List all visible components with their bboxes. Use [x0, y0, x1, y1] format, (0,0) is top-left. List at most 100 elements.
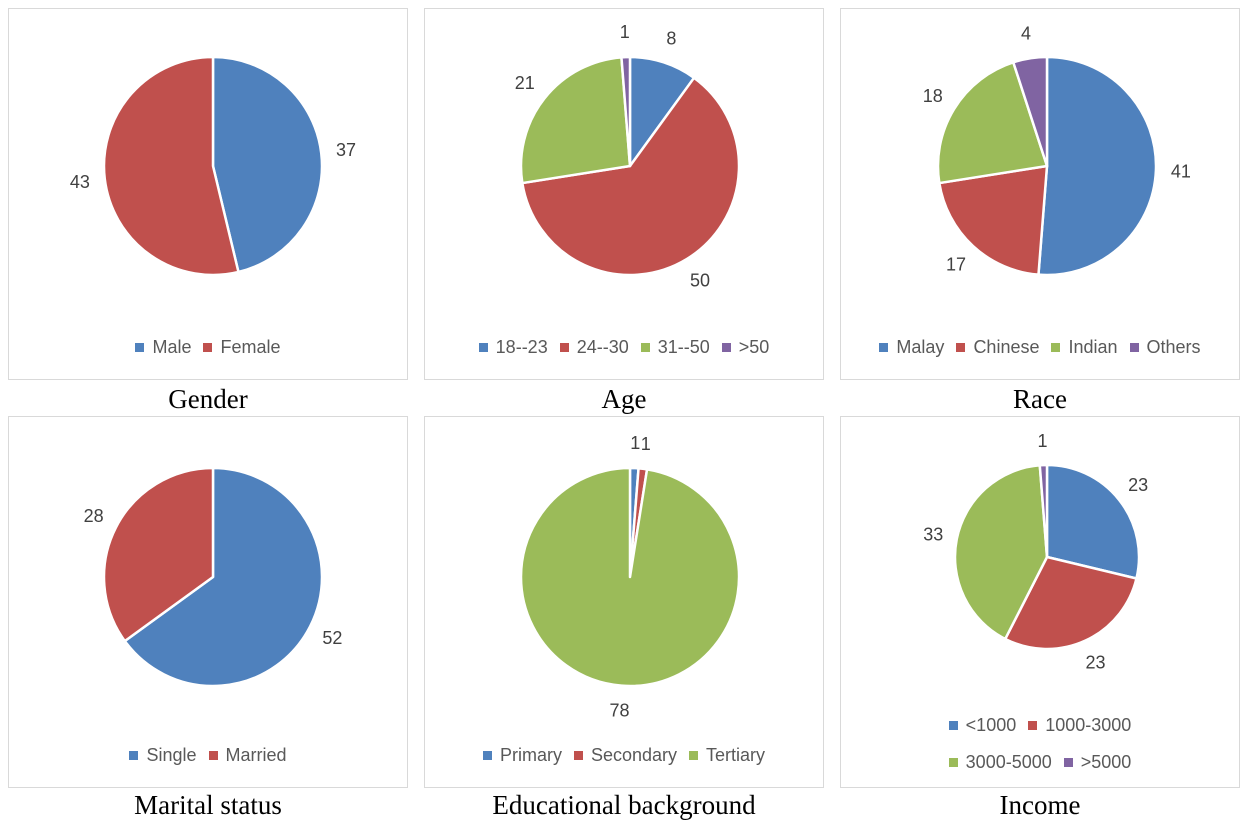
gender-legend: Male Female: [9, 337, 407, 358]
legend-label: Married: [225, 745, 287, 765]
gender-slice-female: [102, 55, 240, 277]
income-data-label: 1: [1037, 431, 1047, 451]
legend-label: 24--30: [576, 337, 629, 357]
legend-swatch: [879, 343, 889, 352]
age-data-label: 50: [690, 270, 710, 290]
income-data-label: 33: [923, 524, 943, 544]
gender-data-label: 37: [336, 140, 356, 160]
gender-slice-male: [211, 55, 324, 274]
legend-label: Indian: [1068, 337, 1118, 357]
educational-background-data-label: 1: [630, 433, 640, 453]
marital-status-caption: Marital status: [134, 790, 282, 820]
legend-item: <1000: [948, 707, 1017, 744]
legend-item: Single: [129, 745, 197, 766]
legend-label: Primary: [499, 745, 562, 765]
income-legend: <1000 1000-3000 3000-5000 >5000: [841, 707, 1239, 781]
legend-label: Malay: [896, 337, 945, 357]
income-caption: Income: [999, 790, 1081, 820]
race-legend: Malay Chinese Indian Others: [841, 337, 1239, 358]
race-slice-chinese: [938, 164, 1049, 276]
race-data-label: 41: [1171, 161, 1191, 181]
educational-background-pie-svg: 1 1 78: [519, 433, 741, 721]
marital-status-data-label: 28: [84, 506, 104, 526]
legend-label: <1000: [965, 715, 1017, 735]
age-data-label: 21: [515, 73, 535, 93]
legend-label: Secondary: [590, 745, 678, 765]
income-data-label: 23: [1086, 652, 1106, 672]
legend-swatch: [1028, 721, 1038, 730]
race-data-label: 4: [1021, 24, 1031, 44]
legend-label: 31--50: [657, 337, 710, 357]
marital-status-slice-married: [102, 466, 215, 643]
income-pie-svg: 23 23 33 1: [923, 431, 1148, 672]
legend-label: Female: [220, 337, 281, 357]
age-pie-svg: 8 50 21 1: [515, 22, 741, 290]
age-slice-3150: [519, 56, 632, 185]
gender-pie-svg: 37 43: [70, 55, 356, 277]
age-data-label: 1: [620, 22, 630, 42]
income-slice-30005000: [953, 464, 1049, 641]
age-data-label: 8: [666, 29, 676, 49]
income-chart-panel: 23 23 33 1 <1000 1000-3000 3000-5000 >5000: [840, 416, 1240, 788]
legend-swatch: [1063, 758, 1073, 767]
legend-swatch: [948, 721, 958, 730]
age-slice-50: [620, 55, 632, 168]
educational-background-data-label: 1: [641, 434, 651, 454]
marital-status-slice-single: [123, 466, 324, 688]
legend-item: 3000-5000: [948, 744, 1052, 781]
legend-label: 18--23: [495, 337, 548, 357]
gender-data-label: 43: [70, 172, 90, 192]
race-data-label: 18: [923, 86, 943, 106]
legend-swatch: [135, 343, 145, 352]
legend-swatch: [1129, 343, 1139, 352]
gender-caption: Gender: [168, 384, 248, 414]
income-slice-5000: [1038, 463, 1049, 559]
income-slice-1000: [1045, 463, 1141, 580]
legend-item: Male: [135, 337, 191, 358]
legend-item: >5000: [1063, 744, 1131, 781]
legend-item: 31--50: [640, 337, 710, 358]
marital-status-pie-svg: 52 28: [84, 466, 342, 688]
race-caption: Race: [1013, 384, 1067, 414]
legend-swatch: [573, 751, 583, 760]
legend-item: Female: [203, 337, 281, 358]
legend-swatch: [129, 751, 139, 760]
age-chart-panel: 8 50 21 1 18--23 24--30 31--50 >50: [424, 8, 824, 380]
marital-status-legend: Single Married: [9, 745, 407, 766]
legend-label: 1000-3000: [1045, 715, 1132, 735]
legend-swatch: [478, 343, 488, 352]
legend-label: Chinese: [973, 337, 1040, 357]
legend-item: Primary: [482, 745, 562, 766]
legend-item: 18--23: [478, 337, 548, 358]
race-slice-malay: [1037, 55, 1158, 277]
legend-swatch: [203, 343, 213, 352]
legend-swatch: [208, 751, 218, 760]
age-caption: Age: [601, 384, 647, 414]
legend-label: >50: [738, 337, 770, 357]
educational-background-caption: Educational background: [492, 790, 756, 820]
educational-background-data-label: 78: [609, 701, 629, 721]
legend-label: Single: [146, 745, 197, 765]
legend-label: Male: [152, 337, 192, 357]
legend-swatch: [482, 751, 492, 760]
educational-background-chart-panel: 1 1 78 Primary Secondary Tertiary: [424, 416, 824, 788]
gender-chart-panel: 37 43 Male Female: [8, 8, 408, 380]
legend-item: Secondary: [573, 745, 678, 766]
legend-label: Tertiary: [706, 745, 766, 765]
legend-swatch: [948, 758, 958, 767]
legend-item: Malay: [879, 337, 944, 358]
age-slice-2430: [521, 76, 741, 277]
race-data-label: 17: [946, 254, 966, 274]
legend-swatch: [689, 751, 699, 760]
race-pie-svg: 41 17 18 4: [923, 24, 1191, 277]
race-slice-indian: [936, 61, 1049, 185]
legend-swatch: [721, 343, 731, 352]
legend-item: Married: [208, 745, 287, 766]
marital-status-chart-panel: 52 28 Single Married: [8, 416, 408, 788]
legend-swatch: [640, 343, 650, 352]
legend-item: Chinese: [956, 337, 1039, 358]
legend-label: Others: [1146, 337, 1201, 357]
legend-label: 3000-5000: [965, 752, 1052, 772]
race-slice-others: [1012, 55, 1049, 168]
legend-item: >50: [721, 337, 770, 358]
